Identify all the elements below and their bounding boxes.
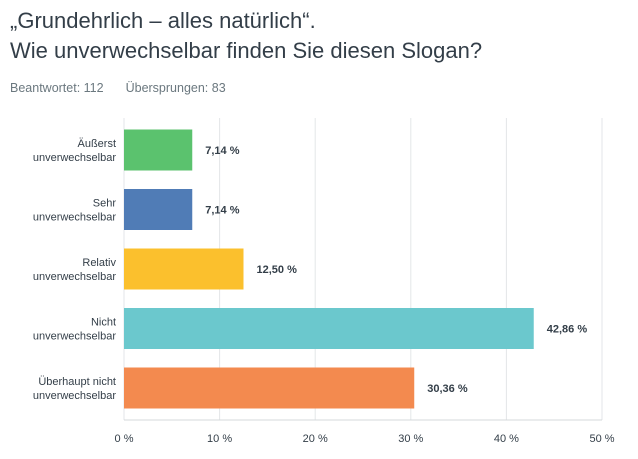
category-label: Überhaupt nicht bbox=[38, 376, 116, 388]
category-label: Nicht bbox=[91, 317, 116, 329]
category-label: unverwechselbar bbox=[33, 212, 116, 224]
bar bbox=[124, 189, 193, 230]
question-title: „Grundehrlich – alles natürlich“. Wie un… bbox=[10, 6, 630, 66]
skipped-count: Übersprungen: 83 bbox=[125, 81, 226, 95]
category-label: unverwechselbar bbox=[33, 331, 116, 343]
x-tick-label: 0 % bbox=[115, 433, 134, 445]
data-label: 7,14 % bbox=[205, 205, 239, 217]
x-tick-label: 20 % bbox=[303, 433, 328, 445]
data-label: 42,86 % bbox=[547, 324, 588, 336]
answered-count: Beantwortet: 112 bbox=[10, 81, 104, 95]
category-label: unverwechselbar bbox=[33, 390, 116, 402]
x-tick-label: 10 % bbox=[207, 433, 232, 445]
data-label: 7,14 % bbox=[205, 145, 239, 157]
category-label: Sehr bbox=[93, 198, 117, 210]
data-label: 12,50 % bbox=[257, 264, 298, 276]
category-label: unverwechselbar bbox=[33, 152, 116, 164]
question-title-line-2: Wie unverwechselbar finden Sie diesen Sl… bbox=[10, 38, 483, 63]
category-label: Relativ bbox=[82, 257, 116, 269]
bar bbox=[124, 248, 244, 290]
bar bbox=[124, 308, 534, 349]
bar bbox=[124, 129, 193, 171]
response-stats: Beantwortet: 112 Übersprungen: 83 bbox=[10, 81, 226, 95]
bar bbox=[124, 367, 415, 409]
data-label: 30,36 % bbox=[427, 383, 468, 395]
category-label: unverwechselbar bbox=[33, 271, 116, 283]
x-tick-label: 50 % bbox=[589, 433, 614, 445]
category-label: Äußerst bbox=[77, 138, 116, 150]
bars bbox=[124, 129, 534, 409]
question-title-line-1: „Grundehrlich – alles natürlich“. bbox=[10, 8, 316, 33]
x-tick-label: 40 % bbox=[494, 433, 519, 445]
labels: 0 % 10 % 20 % 30 % 40 % 50 % 7,14 % Äußerst unve… bbox=[33, 138, 615, 445]
x-tick-label: 30 % bbox=[398, 433, 423, 445]
